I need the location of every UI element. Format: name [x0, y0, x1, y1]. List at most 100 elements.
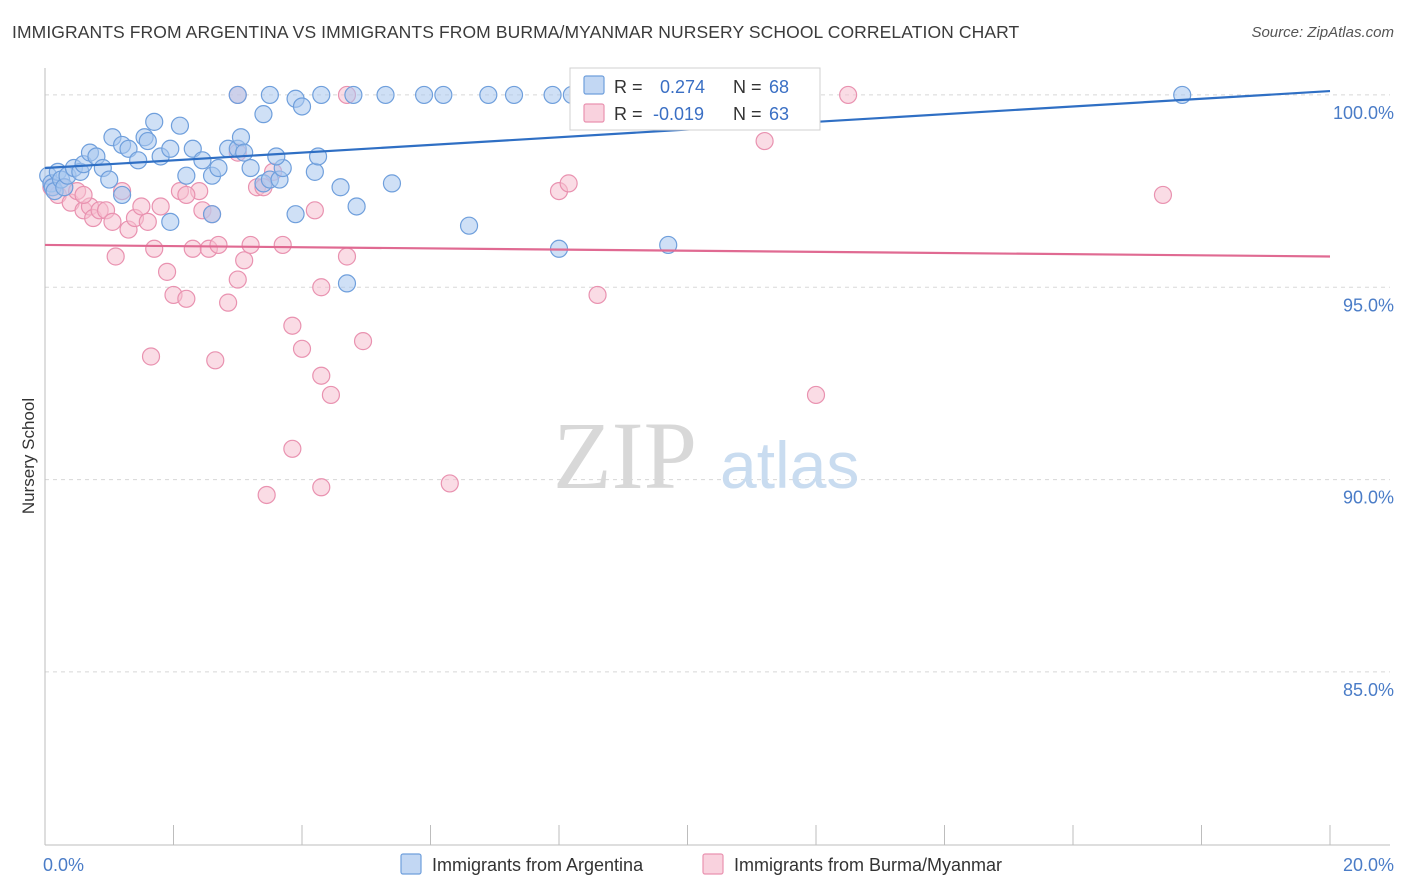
stats-swatch-argentina: [583, 75, 605, 95]
point-argentina-32: [231, 128, 251, 147]
source-credit: Source: ZipAtlas.com: [1251, 24, 1394, 41]
point-argentina-33: [235, 143, 254, 162]
stats-argentina-r-value: 0.274: [660, 77, 705, 97]
point-burma-61: [74, 185, 93, 205]
stats-burma-n-label: N =: [733, 104, 762, 124]
point-argentina-27: [193, 151, 212, 170]
point-burma-29: [228, 270, 247, 289]
stats-burma-n-value: 63: [769, 104, 789, 124]
point-argentina-58: [414, 85, 434, 105]
point-argentina-53: [260, 85, 279, 105]
point-burma-21: [177, 289, 196, 308]
point-burma-54: [806, 385, 826, 405]
point-argentina-39: [286, 205, 305, 224]
point-burma-44: [141, 347, 161, 366]
point-argentina-47: [112, 185, 132, 205]
point-burma-27: [209, 235, 228, 255]
point-burma-46: [257, 485, 276, 505]
point-argentina-20: [138, 131, 157, 151]
point-argentina-66: [337, 274, 357, 293]
point-burma-38: [305, 201, 324, 220]
point-burma-22: [183, 239, 202, 258]
y-tick-label-3: 85.0%: [1343, 680, 1394, 700]
point-burma-28: [219, 293, 238, 312]
point-burma-31: [241, 235, 260, 255]
point-burma-53: [588, 285, 607, 305]
chart-title: IMMIGRANTS FROM ARGENTINA VS IMMIGRANTS …: [12, 22, 1020, 42]
x-tick-labels: 0.0% 20.0%: [43, 855, 1394, 875]
stats-swatch-burma: [583, 103, 605, 123]
stats-burma-r-label: R =: [614, 104, 643, 124]
point-argentina-65: [292, 97, 312, 116]
point-argentina-61: [504, 85, 524, 105]
watermark: ZIP atlas: [553, 402, 859, 509]
stats-burma-r-value: -0.019: [653, 104, 704, 124]
point-burma-18: [157, 262, 177, 281]
point-argentina-18: [129, 151, 148, 170]
point-burma-41: [337, 247, 357, 266]
point-argentina-23: [161, 139, 180, 158]
point-argentina-25: [177, 166, 196, 185]
stats-box: R = 0.274 N = 68 R = -0.019 N = 63: [569, 67, 821, 131]
legend-label-burma: Immigrants from Burma/Myanmar: [734, 855, 1002, 875]
legend: Immigrants from Argentina Immigrants fro…: [400, 853, 1002, 875]
point-burma-10: [103, 212, 122, 231]
axes: [44, 68, 1390, 846]
stats-argentina-n-label: N =: [733, 77, 762, 97]
point-burma-35: [273, 235, 292, 255]
legend-label-argentina: Immigrants from Argentina: [432, 855, 644, 875]
grid-lines: [45, 94, 1390, 673]
x-tick-label-1: 20.0%: [1343, 855, 1394, 875]
legend-swatch-argentina: [400, 853, 422, 875]
point-argentina-14: [100, 170, 119, 189]
point-argentina-46: [202, 205, 222, 224]
point-argentina-21: [145, 112, 164, 131]
point-burma-49: [440, 474, 459, 493]
point-argentina-45: [161, 212, 180, 231]
point-argentina-40: [305, 162, 324, 181]
point-argentina-62: [543, 85, 562, 105]
watermark-zip: ZIP: [553, 402, 697, 509]
stats-argentina-r-label: R =: [614, 77, 643, 97]
x-tick-label-0: 0.0%: [43, 855, 84, 875]
stats-box-frame: [569, 67, 821, 131]
point-argentina-24: [170, 116, 190, 135]
point-argentina-48: [382, 174, 402, 193]
point-burma-42: [353, 332, 373, 351]
point-burma-17: [151, 197, 170, 216]
point-burma-14: [132, 197, 151, 216]
point-argentina-44: [267, 147, 286, 166]
point-burma-16: [145, 239, 164, 258]
point-burma-52: [559, 174, 578, 193]
point-argentina-55: [312, 85, 331, 105]
point-burma-58: [839, 85, 858, 105]
point-argentina-51: [659, 235, 678, 255]
data-points: [39, 85, 1192, 505]
point-argentina-43: [347, 197, 366, 216]
point-argentina-60: [479, 85, 498, 105]
point-argentina-64: [254, 105, 273, 124]
point-burma-40: [321, 385, 341, 405]
point-argentina-42: [331, 178, 350, 197]
watermark-atlas: atlas: [720, 428, 859, 502]
point-argentina-29: [209, 158, 228, 178]
trend-line-burma: [44, 243, 1331, 258]
point-burma-37: [292, 339, 312, 358]
point-burma-62: [177, 185, 196, 205]
y-tick-label-2: 90.0%: [1343, 488, 1394, 508]
point-burma-15: [138, 212, 157, 231]
point-burma-47: [283, 439, 302, 458]
legend-swatch-burma: [702, 853, 724, 875]
point-burma-50: [312, 366, 331, 385]
point-burma-59: [755, 131, 774, 151]
y-axis-title: Nursery School: [19, 398, 38, 514]
point-argentina-49: [459, 216, 479, 235]
y-tick-label-1: 95.0%: [1343, 295, 1394, 315]
point-burma-48: [312, 478, 331, 497]
point-burma-60: [106, 247, 125, 266]
point-argentina-34: [241, 158, 260, 178]
y-tick-label-0: 100.0%: [1333, 103, 1394, 123]
point-burma-45: [206, 351, 225, 370]
y-tick-labels: 100.0% 95.0% 90.0% 85.0%: [1333, 103, 1394, 700]
